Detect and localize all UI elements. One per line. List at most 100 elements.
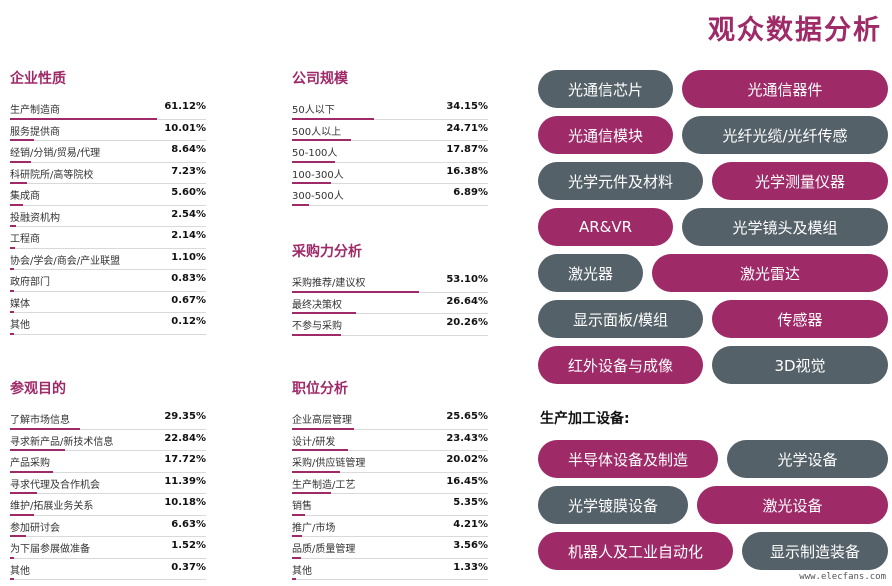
stat-bar [10, 556, 14, 559]
stat-row: 不参与采购 20.26% [292, 314, 488, 336]
stat-bar [10, 139, 35, 141]
stat-value: 22.84% [164, 432, 206, 444]
stat-label: 品质/质量管理 [292, 544, 356, 555]
stat-label: 维护/拓展业务关系 [10, 501, 94, 512]
stat-row: 为下届参展做准备 1.52% [10, 537, 206, 559]
stat-bar [10, 246, 16, 249]
stat-row: 经销/分销/贸易/代理 8.64% [10, 141, 206, 163]
product-tags: 光通信芯片 光通信器件 光通信模块 光纤光缆/光纤传感 光学元件及材料 光学测量仪器 AR&… [538, 70, 888, 392]
stat-label: 工程商 [10, 234, 40, 245]
stat-label: 其他 [10, 320, 30, 331]
stat-bar [292, 312, 356, 314]
category-tag: 光学测量仪器 [712, 162, 888, 200]
panel-scale: 公司规模 50人以下 34.15% 500人以上 24.71% 50-100人 17.87… [292, 68, 488, 206]
panel-title: 职位分析 [292, 381, 348, 397]
stat-bar [292, 492, 332, 494]
stat-label: 生产制造商 [10, 105, 60, 116]
equipment-tags: 半导体设备及制造 光学设备 光学镀膜设备 激光设备 机器人及工业自动化 显示制造装备 [538, 440, 888, 578]
stat-bar [292, 117, 374, 120]
tag-row: 红外设备与成像 3D视觉 [538, 346, 888, 384]
stat-value: 26.64% [446, 295, 488, 307]
stat-label: 了解市场信息 [10, 415, 70, 426]
stat-label: 最终决策权 [292, 299, 342, 311]
stat-row: 工程商 2.14% [10, 227, 206, 249]
stat-row: 300-500人 6.89% [292, 184, 488, 206]
stat-bar [292, 427, 354, 430]
category-tag: 光学镀膜设备 [538, 486, 688, 524]
stat-bar [10, 578, 14, 580]
panel-purpose: 参观目的 了解市场信息 29.35% 寻求新产品/新技术信息 22.84% 产品采购 17… [10, 378, 206, 580]
stat-row: 企业高层管理 25.65% [292, 408, 488, 430]
stat-label: 经销/分销/贸易/代理 [10, 148, 101, 159]
stat-bar [10, 289, 14, 292]
stat-bar [292, 333, 341, 336]
stat-label: 100-300人 [292, 169, 344, 181]
stat-bar [292, 535, 303, 537]
tag-row: 显示面板/模组 传感器 [538, 300, 888, 338]
stat-bar [10, 160, 31, 163]
page-title: 观众数据分析 [708, 15, 882, 46]
stat-row: 销售 5.35% [292, 494, 488, 516]
stat-value: 4.21% [453, 518, 488, 530]
stat-row: 推广/市场 4.21% [292, 516, 488, 537]
stat-label: 科研院所/高等院校 [10, 169, 94, 181]
stat-row: 生产制造/工艺 16.45% [292, 473, 488, 494]
data-rows: 50人以下 34.15% 500人以上 24.71% 50-100人 17.87% 100-… [292, 98, 488, 206]
stat-value: 2.54% [171, 208, 206, 220]
category-tag: 激光器 [538, 254, 643, 292]
stat-value: 10.18% [164, 497, 206, 508]
stat-row: 政府部门 0.83% [10, 270, 206, 292]
category-tag: 光学设备 [727, 440, 888, 478]
stat-bar [10, 225, 17, 227]
stat-value: 16.38% [446, 165, 488, 177]
stat-row: 品质/质量管理 3.56% [292, 537, 488, 559]
tag-row: 机器人及工业自动化 显示制造装备 [538, 532, 888, 570]
stat-label: 设计/研发 [292, 436, 336, 448]
stat-row: 50-100人 17.87% [292, 141, 488, 163]
stat-label: 生产制造/工艺 [292, 479, 356, 491]
stat-label: 销售 [292, 501, 312, 512]
stat-bar [10, 182, 28, 184]
stat-value: 6.89% [453, 187, 488, 198]
stat-row: 参加研讨会 6.63% [10, 516, 206, 537]
panel-title: 公司规模 [292, 71, 348, 87]
stat-value: 53.10% [446, 274, 488, 285]
stat-value: 1.10% [171, 251, 206, 263]
stat-label: 采购/供应链管理 [292, 458, 366, 469]
stat-bar [292, 290, 420, 293]
tag-row: AR&VR 光学镜头及模组 [538, 208, 888, 246]
category-tag: 光学元件及材料 [538, 162, 703, 200]
stat-bar [292, 139, 352, 141]
stat-value: 6.63% [171, 518, 206, 530]
stat-label: 参加研讨会 [10, 522, 60, 534]
stat-row: 寻求新产品/新技术信息 22.84% [10, 430, 206, 451]
stat-label: 投融资机构 [10, 212, 60, 224]
stat-label: 寻求代理及合作机会 [10, 479, 100, 491]
stat-bar [10, 332, 14, 335]
tag-row: 半导体设备及制造 光学设备 [538, 440, 888, 478]
stat-value: 20.26% [446, 317, 488, 328]
category-tag: 显示制造装备 [742, 532, 888, 570]
stat-label: 50人以下 [292, 105, 335, 116]
stat-row: 产品采购 17.72% [10, 451, 206, 473]
stat-value: 10.01% [164, 122, 206, 134]
stat-bar [292, 449, 349, 451]
stat-label: 为下届参展做准备 [10, 544, 90, 555]
stat-label: 集成商 [10, 191, 40, 202]
stat-value: 0.12% [171, 316, 206, 327]
stat-value: 29.35% [164, 411, 206, 422]
stat-row: 其他 0.37% [10, 559, 206, 580]
stat-row: 500人以上 24.71% [292, 120, 488, 141]
category-tag: 机器人及工业自动化 [538, 532, 733, 570]
stat-row: 最终决策权 26.64% [292, 293, 488, 314]
stat-value: 11.39% [164, 475, 206, 487]
stat-bar [10, 492, 38, 494]
stat-label: 300-500人 [292, 191, 344, 202]
panel-purchasing: 采购力分析 采购推荐/建议权 53.10% 最终决策权 26.64% 不参与采购 20.2… [292, 241, 488, 336]
stat-row: 100-300人 16.38% [292, 163, 488, 184]
stat-bar [10, 311, 14, 313]
stat-bar [10, 203, 24, 206]
stat-value: 20.02% [446, 454, 488, 465]
stat-row: 其他 1.33% [292, 559, 488, 580]
category-tag: AR&VR [538, 208, 673, 246]
